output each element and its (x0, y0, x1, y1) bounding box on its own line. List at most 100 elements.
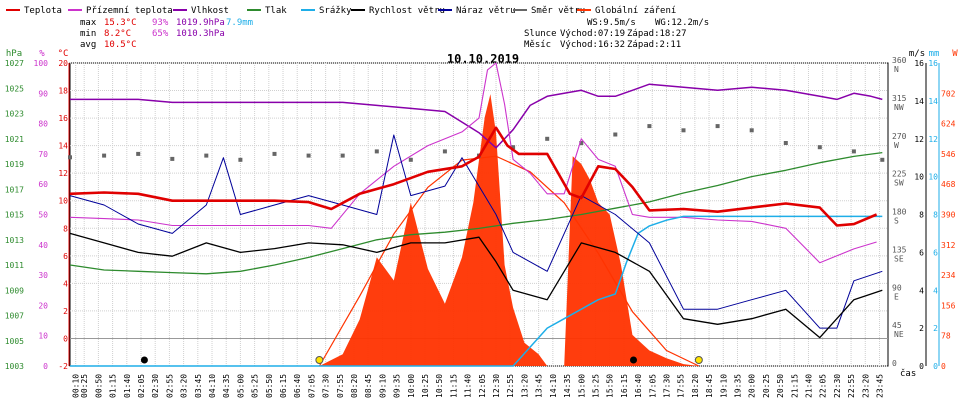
x-tick-label: 14:10 (549, 374, 558, 398)
x-tick-label: 13:20 (520, 374, 529, 398)
legend-item-label: Náraz větru (456, 6, 516, 16)
x-tick-label: 22:55 (847, 374, 856, 398)
wind-direction-point (613, 132, 618, 137)
wind-speed-tick: 0 (919, 362, 924, 371)
pressure-tick: 1019 (5, 160, 24, 169)
x-tick-label: 07:55 (336, 374, 345, 398)
series-line-Náraz větru (69, 134, 883, 329)
direction-label: NW (894, 103, 904, 112)
temperature-tick: 18 (58, 87, 68, 96)
x-tick-label: 12:05 (478, 374, 487, 398)
axis-label-hpa: hPa (6, 49, 22, 59)
x-tick-label: 05:00 (236, 374, 245, 398)
x-tick-label: 02:55 (165, 374, 174, 398)
direction-label: S (894, 217, 899, 226)
wind-direction-point (880, 157, 885, 162)
x-tick-label: 17:30 (662, 374, 671, 398)
x-tick-label: 11:40 (464, 374, 473, 398)
temperature-tick: 8 (63, 224, 68, 233)
direction-tick: 315 (892, 94, 907, 103)
moonrise-time: Východ:16:32 (560, 40, 625, 50)
rain-tick: 14 (928, 97, 938, 106)
legend-item-label: Globální záření (595, 6, 676, 16)
wind-speed-info: WS:9.5m/s (587, 18, 636, 28)
x-tick-label: 02:05 (137, 374, 146, 398)
wind-direction-point (102, 153, 107, 158)
rain-tick: 6 (933, 248, 938, 257)
x-tick-label: 22:30 (833, 374, 842, 398)
legend-item-label: Srážky (319, 6, 352, 16)
series-line-Srážky (70, 215, 883, 367)
direction-tick: 360 (892, 56, 907, 65)
series-line-Teplota (69, 126, 878, 227)
wind-speed-tick: 10 (914, 173, 924, 182)
pressure-tick: 1017 (5, 185, 24, 194)
sun-marker (694, 356, 703, 364)
direction-tick: 90 (892, 283, 902, 292)
axis-label-degc: °C (58, 49, 69, 59)
x-tick-label: 15:25 (591, 374, 600, 398)
rain-tick: 8 (933, 211, 938, 220)
radiation-tick: 624 (941, 120, 956, 129)
pressure-tick: 1015 (5, 211, 24, 220)
direction-label: N (894, 65, 899, 74)
x-tick-label: 23:45 (875, 374, 884, 398)
wind-direction-point (715, 124, 720, 129)
x-tick-label: 13:45 (535, 374, 544, 398)
wind-direction-point (511, 145, 516, 150)
plot-area (68, 62, 885, 367)
x-tick-label: 20:25 (762, 374, 771, 398)
series-line-Tlak (69, 151, 883, 275)
temperature-tick: -2 (58, 362, 68, 371)
x-tick-label: 21:40 (804, 374, 813, 398)
wind-direction-point (340, 153, 345, 158)
wind-direction-point (170, 156, 175, 161)
direction-label: E (894, 292, 899, 301)
x-tick-label: 10:25 (421, 374, 430, 398)
direction-tick: 225 (892, 170, 907, 179)
x-tick-label: 21:15 (790, 374, 799, 398)
radiation-tick: 156 (941, 301, 956, 310)
pressure-tick: 1013 (5, 236, 24, 245)
humidity-tick: 40 (38, 241, 48, 250)
x-tick-label: 00:10 (72, 374, 81, 398)
temperature-tick: 10 (58, 197, 68, 206)
x-tick-label: 10:00 (407, 374, 416, 398)
wind-direction-point (374, 149, 379, 154)
stats-max-rain: 7.9mm (226, 18, 253, 28)
humidity-tick: 60 (38, 180, 48, 189)
temperature-tick: 16 (58, 114, 68, 123)
x-tick-label: 07:05 (307, 374, 316, 398)
wind-speed-tick: 14 (914, 97, 924, 106)
rain-tick: 16 (928, 59, 938, 68)
x-tick-label: 23:20 (861, 374, 870, 398)
axis-label-time: čas (900, 368, 916, 379)
pressure-tick: 1007 (5, 312, 24, 321)
x-tick-label: 15:50 (606, 374, 615, 398)
wind-direction-point (783, 141, 788, 145)
wind-speed-tick: 8 (919, 211, 924, 220)
series-line-Rychlost větru (69, 232, 883, 339)
temperature-tick: 14 (58, 142, 68, 151)
axis-label-ms: m/s (909, 49, 925, 59)
series-line-Vlhkost (70, 83, 883, 149)
radiation-tick: 468 (941, 180, 956, 189)
stats-block: max 15.3°C 93% 1019.9hPa 7.9mm min 8.2°C… (80, 18, 253, 50)
sun-label: Slunce (524, 29, 557, 39)
moon-marker (140, 356, 148, 364)
x-tick-label: 03:20 (180, 374, 189, 398)
direction-label: SE (894, 254, 904, 263)
stats-min-label: min (80, 29, 96, 39)
stats-min-temp: 8.2°C (104, 29, 131, 39)
x-tick-label: 18:20 (691, 374, 700, 398)
sunrise-time: Východ:07:19 (560, 29, 625, 39)
wind-direction-point (749, 128, 754, 133)
direction-tick: 180 (892, 208, 907, 217)
direction-label: SW (894, 179, 904, 188)
temperature-tick: 12 (58, 169, 68, 178)
wind-speed-tick: 16 (914, 59, 924, 68)
humidity-tick: 0 (43, 362, 48, 371)
direction-tick: 135 (892, 245, 907, 254)
wind-speed-tick: 2 (919, 324, 924, 333)
